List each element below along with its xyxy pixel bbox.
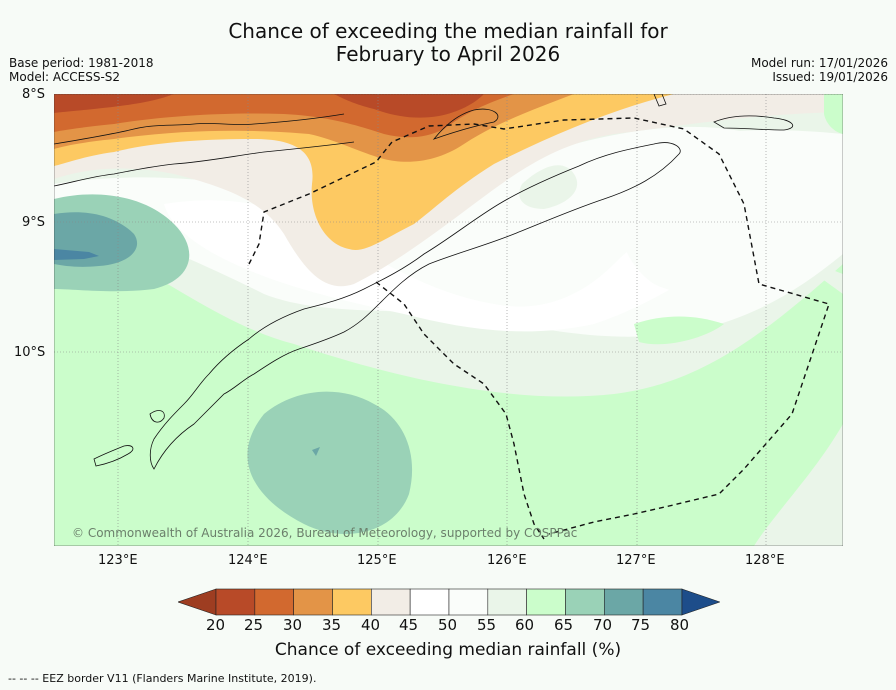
contour-20-25-west	[54, 94, 174, 113]
title-line1: Chance of exceeding the median rainfall …	[228, 19, 668, 43]
lat-label-9s: 9°S	[22, 215, 46, 230]
colorbar-cell	[371, 588, 411, 616]
model-name: Model: ACCESS-S2	[9, 70, 121, 84]
colorbar-cell	[254, 588, 294, 616]
cbar-tick: 65	[554, 616, 574, 634]
coast-north-shore	[54, 141, 355, 187]
coastlines	[54, 94, 794, 470]
colorbar-cell	[487, 588, 527, 616]
coast-island-small	[432, 108, 499, 140]
lat-label-8s: 8°S	[22, 87, 46, 102]
colorbar	[178, 588, 720, 616]
cbar-tick: 40	[361, 616, 381, 634]
contour-75-80-west	[54, 249, 99, 260]
cbar-tick: 50	[438, 616, 458, 634]
cbar-tick: 30	[283, 616, 303, 634]
colorbar-extend-low	[178, 588, 217, 616]
contour-55-60-east	[754, 244, 843, 546]
cbar-tick: 20	[206, 616, 226, 634]
colorbar-cell	[215, 588, 256, 616]
rainfall-map	[54, 94, 843, 546]
cbar-tick: 35	[322, 616, 342, 634]
copyright-text: © Commonwealth of Australia 2026, Bureau…	[72, 526, 578, 540]
cbar-tick: 55	[477, 616, 497, 634]
lon-label-124e: 124°E	[228, 553, 268, 568]
cbar-tick: 60	[515, 616, 535, 634]
cbar-tick: 70	[593, 616, 613, 634]
colorbar-cell	[409, 588, 450, 616]
colorbar-extend-high	[681, 588, 720, 616]
lon-label-125e: 125°E	[357, 553, 397, 568]
colorbar-cell	[603, 588, 644, 616]
colorbar-cell	[642, 588, 683, 616]
contour-50-55-east	[613, 130, 843, 293]
contour-65-70-south	[247, 391, 413, 534]
colorbar-cell	[565, 588, 605, 616]
coast-semau	[149, 410, 165, 423]
contour-60-65-patch	[634, 316, 724, 345]
title-line2: February to April 2026	[335, 42, 561, 66]
colorbar-label: Chance of exceeding median rainfall (%)	[274, 640, 622, 660]
coast-timor	[149, 142, 681, 470]
lat-label-10s: 10°S	[14, 345, 46, 360]
meta-right: Model run: 17/01/2026 Issued: 19/01/2026	[751, 56, 888, 84]
contour-20-25-center	[334, 94, 484, 118]
cbar-tick: 75	[631, 616, 651, 634]
cbar-tick: 80	[670, 616, 690, 634]
base-period: Base period: 1981-2018	[9, 56, 154, 70]
lon-label-127e: 127°E	[616, 553, 656, 568]
coast-island-ne	[653, 94, 667, 107]
coast-island-east	[713, 115, 794, 131]
colorbar-cell	[526, 588, 566, 616]
cbar-tick: 25	[244, 616, 264, 634]
footer-eez-note: -- -- -- EEZ border V11 (Flanders Marine…	[8, 672, 317, 685]
chart-title: Chance of exceeding the median rainfall …	[0, 20, 896, 66]
lon-label-126e: 126°E	[487, 553, 527, 568]
cbar-tick: 45	[399, 616, 419, 634]
issued-date: Issued: 19/01/2026	[772, 70, 888, 84]
model-run: Model run: 17/01/2026	[750, 56, 888, 70]
contour-55-60-patch	[519, 165, 578, 209]
gridlines	[54, 94, 843, 546]
meta-left: Base period: 1981-2018 Model: ACCESS-S2	[9, 56, 154, 84]
contour-35-40	[54, 94, 674, 250]
colorbar-cell	[293, 588, 333, 616]
coast-rote	[93, 445, 134, 467]
lon-label-128e: 128°E	[745, 553, 785, 568]
colorbar-cell	[332, 588, 372, 616]
coast-flores	[54, 113, 345, 145]
contour-60-65-ne	[824, 94, 843, 134]
colorbar-cell	[448, 588, 489, 616]
lon-label-123e: 123°E	[98, 553, 138, 568]
contour-70-75-south	[312, 447, 320, 456]
